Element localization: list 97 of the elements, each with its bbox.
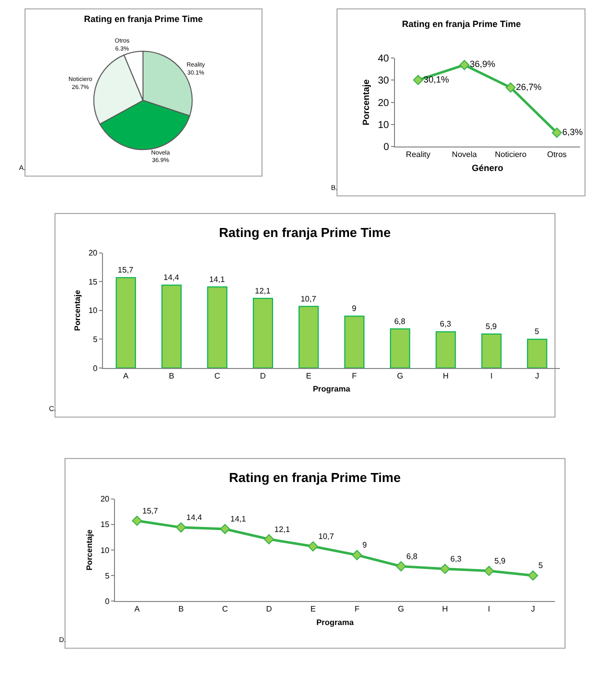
y-tick-label: 10 [378, 120, 390, 131]
x-tick-label: Otros [547, 150, 567, 160]
bar [252, 298, 274, 368]
x-tick-label: A [123, 372, 130, 381]
y-tick-label: 20 [88, 248, 98, 258]
x-tick-label: C [214, 372, 220, 381]
y-tick-label: 20 [378, 98, 390, 109]
x-tick-label: D [266, 604, 272, 614]
data-label: 10,7 [300, 294, 317, 304]
data-label: 6,3 [450, 554, 462, 564]
point [396, 561, 406, 572]
bar [298, 306, 319, 368]
data-label: 14,4 [163, 273, 180, 282]
x-tick-label: H [442, 604, 448, 614]
x-tick-label: E [310, 604, 316, 614]
y-axis-title: Porcentaje [73, 289, 82, 331]
y-tick-label: 5 [104, 571, 110, 580]
bar [116, 277, 136, 368]
x-axis-title: Programa [316, 618, 354, 627]
point [413, 74, 424, 86]
y-tick-label: 10 [88, 306, 98, 316]
x-axis-title: Género [472, 163, 504, 174]
point [440, 564, 450, 574]
y-tick-label: 15 [88, 277, 98, 286]
point [506, 82, 516, 93]
y-axis-title: Porcentaje [85, 528, 94, 570]
data-label: 9 [362, 540, 368, 550]
x-axis-title: Programa [312, 384, 351, 394]
point [176, 522, 186, 532]
data-label: 14,1 [230, 514, 246, 524]
bar [207, 286, 228, 368]
x-tick-label: H [442, 372, 449, 381]
x-tick-label: E [306, 372, 312, 381]
x-tick-label: I [490, 372, 493, 381]
x-tick-label: J [531, 604, 535, 614]
x-tick-label: G [396, 372, 404, 381]
x-tick-label: B [178, 604, 184, 614]
point [484, 566, 494, 576]
point [132, 516, 142, 526]
data-label: 15,7 [142, 506, 158, 516]
y-tick-label: 20 [100, 494, 110, 504]
point [552, 128, 562, 138]
bar [161, 284, 182, 368]
y-tick-label: 10 [100, 546, 110, 555]
point [308, 541, 318, 552]
x-tick-label: Noticiero [494, 150, 527, 160]
data-label: 30,1% [424, 74, 450, 84]
point [352, 550, 362, 560]
x-tick-label: Reality [406, 150, 430, 160]
data-label: 5 [538, 561, 544, 570]
data-label: 14,4 [186, 513, 202, 522]
data-label: 6,3% [562, 126, 583, 137]
data-label: 5 [534, 327, 540, 336]
bar [527, 338, 548, 368]
data-label: 36,9% [470, 59, 496, 70]
data-label: 15,7 [118, 266, 134, 275]
x-tick-label: G [398, 604, 404, 614]
data-label: 9 [352, 304, 357, 314]
point [528, 570, 538, 581]
x-tick-label: F [354, 604, 360, 614]
y-tick-label: 0 [383, 142, 390, 154]
bar [390, 328, 410, 368]
x-tick-label: C [222, 604, 228, 614]
point [220, 524, 230, 534]
chart-title: Rating en franja Prime Time [84, 14, 203, 24]
chart-title: Rating en franja Prime Time [402, 19, 521, 29]
x-tick-label: Novela [452, 150, 478, 160]
x-tick-label: F [352, 372, 357, 381]
x-tick-label: J [535, 372, 540, 381]
y-tick-label: 15 [100, 520, 110, 530]
data-label: 6,8 [394, 316, 406, 326]
data-label: 6,8 [406, 552, 418, 561]
chart-title: Rating en franja Prime Time [229, 470, 401, 485]
bar [344, 316, 364, 368]
point [459, 60, 470, 70]
data-label: 12,1 [254, 286, 272, 296]
point [264, 534, 274, 544]
y-tick-label: 40 [378, 54, 390, 65]
y-tick-label: 30 [378, 76, 390, 87]
x-tick-label: D [260, 372, 266, 381]
y-tick-label: 0 [104, 596, 110, 606]
bar [481, 334, 502, 368]
x-tick-label: B [168, 372, 174, 381]
data-label: 14,1 [209, 274, 226, 284]
data-label: 5,9 [494, 556, 506, 566]
x-tick-label: I [488, 604, 490, 614]
chart-title: Rating en franja Prime Time [219, 225, 391, 240]
data-label: 26,7% [516, 82, 542, 92]
data-label: 10,7 [318, 532, 334, 541]
data-label: 6,3 [440, 320, 452, 329]
y-tick-label: 0 [92, 364, 98, 373]
data-label: 5,9 [486, 322, 498, 332]
y-axis-title: Porcentaje [361, 79, 372, 126]
y-tick-label: 5 [92, 334, 98, 344]
x-tick-label: A [134, 604, 140, 614]
bar [436, 331, 456, 368]
data-label: 12,1 [274, 524, 290, 534]
